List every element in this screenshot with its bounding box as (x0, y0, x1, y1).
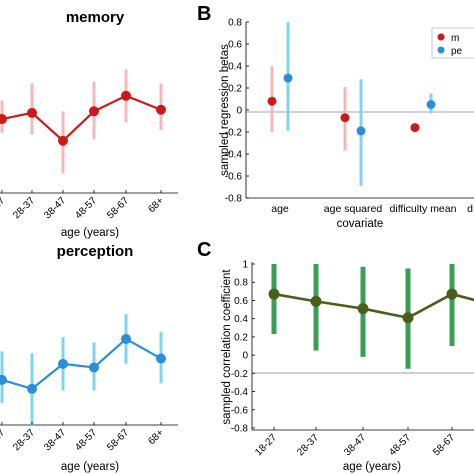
legend-label-m: m (451, 33, 459, 44)
perception-xtick-label-0: -27 (0, 427, 7, 445)
perception-series-line (1, 337, 162, 391)
memory-xtick-label-3: 48-57 (73, 195, 99, 221)
regression-xtick-label-3: d (467, 203, 473, 215)
correlation-ytick-label-1: 0.8 (234, 278, 248, 289)
panel-b-letter: B (197, 3, 211, 25)
correlation-xlabel: age (years) (343, 461, 401, 473)
perception-xtick-label-1: 28-37 (11, 427, 37, 453)
memory-title: memory (66, 9, 125, 26)
correlation-xtick-label-0: 18-27 (253, 432, 279, 458)
perception-panel: perception -27 28-37 38-47 48-57 58-67 68+ ag… (0, 243, 178, 473)
correlation-ytick-label-4: 0.2 (234, 332, 248, 343)
regression-ytick-label-8: -0.8 (225, 194, 243, 205)
regression-panel: B 0.8 0.6 0.4 0.2 0 -0.2 -0.4 -0.6 -0.8 age age sq… (197, 3, 474, 230)
correlation-ylabel: sampled correlation coefficient (221, 269, 233, 425)
perception-xtick-label-4: 58-67 (105, 427, 131, 453)
regression-ytick-label-0: 0.8 (228, 18, 242, 29)
regression-point-m-0 (267, 96, 277, 106)
perception-point-3 (89, 362, 99, 373)
perception-xtick-label-5: 68+ (146, 427, 166, 447)
memory-xtick-label-2: 38-47 (42, 195, 68, 221)
correlation-xtick-label-2: 38-47 (342, 432, 368, 458)
memory-point-2 (58, 135, 68, 146)
perception-point-4 (121, 333, 131, 344)
correlation-ytick-label-9: -0.8 (231, 424, 249, 435)
legend-marker-m (437, 33, 445, 41)
regression-ytick-label-5: -0.2 (225, 128, 243, 139)
regression-xtick-label-0: age (271, 203, 289, 215)
correlation-ytick-label-6: -0.2 (231, 369, 249, 380)
legend-marker-pe (437, 46, 445, 54)
regression-xtick-label-2: difficulty mean (390, 203, 457, 215)
perception-point-1 (27, 383, 37, 394)
correlation-xtick-label-4: 58-67 (431, 432, 457, 458)
correlation-point-4 (446, 288, 458, 300)
correlation-series-line (273, 292, 474, 320)
correlation-point-3 (402, 312, 414, 324)
regression-xlabel: covariate (337, 218, 384, 230)
regression-ytick-label-4: 0 (236, 106, 242, 117)
memory-point-4 (121, 90, 131, 101)
regression-point-pe-1 (356, 126, 366, 136)
correlation-ytick-label-3: 0.4 (234, 314, 248, 325)
regression-point-m-1 (340, 113, 350, 123)
correlation-ytick-label-2: 0.6 (234, 296, 248, 307)
correlation-ytick-label-0: 1 (242, 260, 248, 271)
correlation-xtick-label-3: 48-57 (387, 432, 413, 458)
correlation-point-1 (310, 295, 322, 307)
correlation-ytick-label-5: 0 (242, 351, 248, 362)
regression-ytick-label-1: 0.6 (228, 40, 242, 51)
perception-point-0 (0, 374, 7, 385)
memory-xtick-label-0: -27 (0, 195, 7, 213)
regression-ytick-label-6: -0.4 (225, 150, 243, 161)
panel-c-letter: C (197, 239, 211, 261)
memory-panel: memory -27 28-37 38-47 48-57 58-67 68+ age (y… (0, 9, 178, 239)
memory-point-3 (89, 106, 99, 117)
perception-point-2 (58, 358, 68, 369)
legend-label-pe: pe (451, 46, 463, 57)
correlation-panel: C 1 0.8 0.6 0.4 0.2 0 -0.2 -0.4 -0.6 -0.8 18-27 28-… (197, 239, 474, 473)
memory-xtick-label-4: 58-67 (105, 195, 131, 221)
perception-title: perception (57, 243, 134, 260)
memory-xtick-label-5: 68+ (146, 195, 166, 215)
correlation-point-2 (357, 303, 369, 315)
memory-xlabel: age (years) (61, 227, 119, 239)
correlation-ytick-label-8: -0.6 (231, 405, 249, 416)
memory-series-line (1, 94, 162, 143)
regression-point-pe-2 (426, 100, 436, 109)
perception-xtick-label-3: 48-57 (73, 427, 99, 453)
regression-ytick-label-3: 0.2 (228, 84, 242, 95)
correlation-point-0 (268, 288, 280, 300)
correlation-xtick-label-1: 28-37 (295, 432, 321, 458)
correlation-ytick-label-7: -0.4 (231, 387, 249, 398)
regression-ytick-label-7: -0.6 (225, 172, 243, 183)
regression-xtick-label-1: age squared (324, 203, 383, 215)
regression-ylabel: sampled regression betas (219, 44, 231, 176)
perception-xtick-label-2: 38-47 (42, 427, 68, 453)
perception-xlabel: age (years) (61, 461, 119, 473)
perception-point-5 (156, 353, 166, 364)
memory-point-1 (27, 107, 37, 118)
legend-box (431, 27, 474, 59)
regression-point-m-2 (410, 123, 420, 133)
memory-point-0 (0, 114, 7, 125)
regression-point-pe-0 (283, 73, 293, 83)
memory-xtick-label-1: 28-37 (11, 195, 37, 221)
memory-point-5 (156, 104, 166, 115)
regression-ytick-label-2: 0.4 (228, 62, 242, 73)
